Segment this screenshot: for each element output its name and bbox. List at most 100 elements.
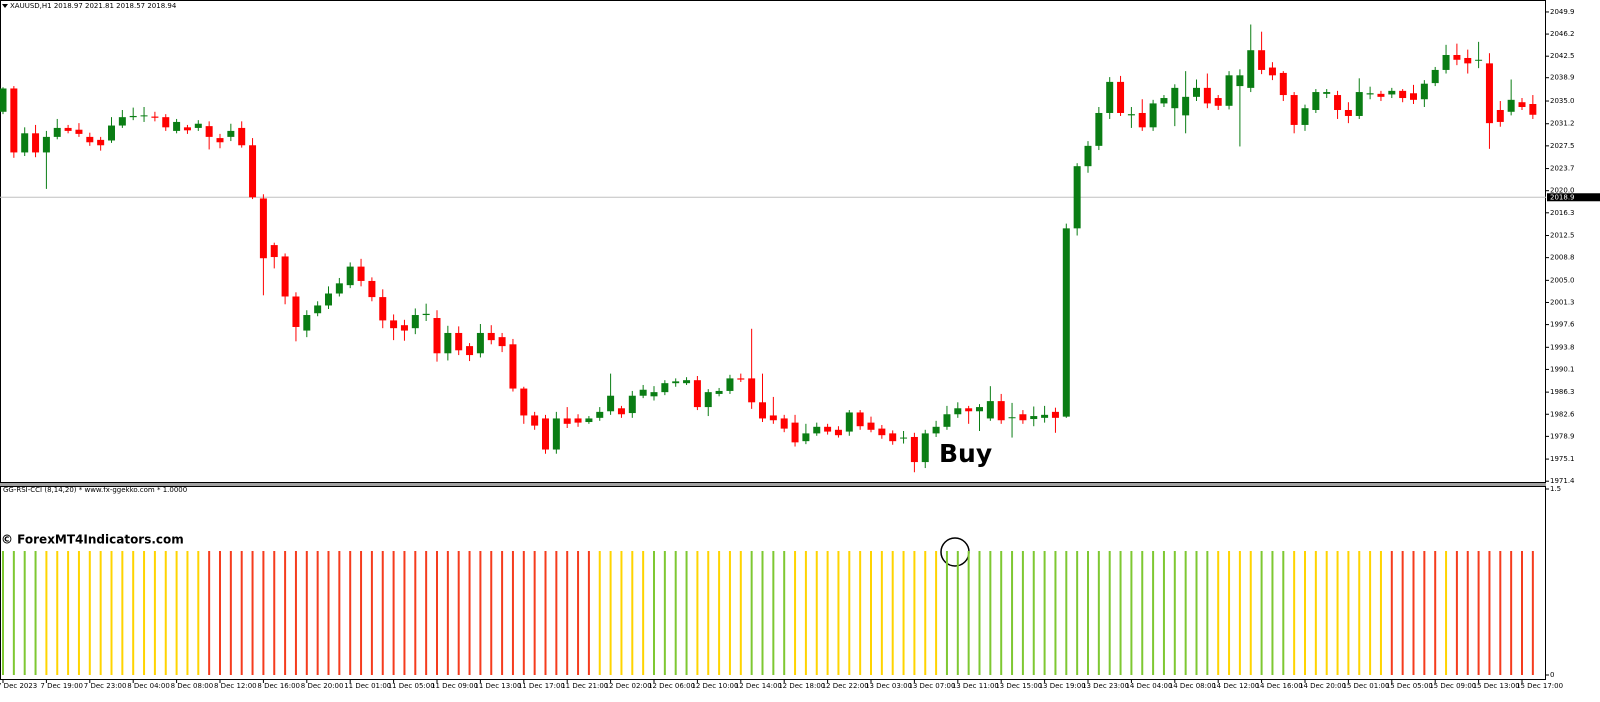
- candle-body: [21, 133, 29, 153]
- candle-body: [813, 426, 821, 434]
- indicator-bar: [1358, 551, 1361, 675]
- indicator-bar: [1531, 551, 1534, 675]
- candle-body: [1507, 99, 1515, 112]
- x-tick-label: 15 Dec 13:00: [1473, 682, 1520, 690]
- x-tick-label: 7 Dec 2023: [0, 682, 37, 690]
- candle-body: [1431, 69, 1439, 84]
- candle-body: [683, 380, 691, 384]
- candle-body: [259, 198, 267, 259]
- candle-body: [878, 428, 886, 436]
- indicator-bar: [815, 551, 818, 675]
- candle-body: [42, 136, 50, 153]
- candle-body: [1344, 109, 1352, 116]
- indicator-bar: [848, 551, 851, 675]
- indicator-bar: [1032, 551, 1035, 675]
- x-tick-label: 11 Dec 05:00: [388, 682, 435, 690]
- x-tick-label: 15 Dec 09:00: [1429, 682, 1476, 690]
- indicator-bar: [1184, 551, 1187, 675]
- indicator-bar: [978, 551, 981, 675]
- y-tick-label: 2027.5: [1550, 142, 1575, 150]
- price-label: 2018.9: [1550, 193, 1575, 201]
- candle-body: [411, 315, 419, 329]
- indicator-bar: [772, 551, 775, 675]
- indicator-bar: [1521, 551, 1523, 675]
- candle-body: [704, 392, 712, 408]
- candle-body: [900, 437, 908, 439]
- candle-body: [444, 332, 452, 354]
- indicator-bar: [110, 551, 113, 675]
- indicator-bar: [1195, 551, 1198, 675]
- indicator-bar: [511, 551, 514, 675]
- candle-body: [390, 320, 398, 329]
- indicator-bar: [121, 551, 124, 675]
- x-tick-label: 11 Dec 09:00: [431, 682, 478, 690]
- indicator-bar: [425, 551, 428, 675]
- candle-body: [422, 313, 430, 316]
- indicator-bar: [143, 551, 146, 675]
- indicator-bar: [956, 551, 959, 675]
- x-tick-label: 11 Dec 17:00: [518, 682, 565, 690]
- indicator-bar: [1412, 551, 1415, 675]
- indicator-bar: [1369, 551, 1372, 675]
- candle-body: [238, 127, 246, 146]
- candle-body: [509, 344, 517, 389]
- indicator-bar: [1076, 551, 1079, 675]
- candle-body: [129, 115, 137, 118]
- indicator-bar: [1510, 551, 1513, 675]
- indicator-bar: [1119, 551, 1122, 675]
- candle-body: [531, 415, 539, 426]
- indicator-bar: [642, 551, 645, 675]
- x-tick-label: 12 Dec 02:00: [605, 682, 652, 690]
- indicator-bar: [132, 551, 135, 675]
- indicator-bar: [1466, 551, 1469, 675]
- x-tick-label: 13 Dec 07:00: [908, 682, 955, 690]
- candle-body: [1008, 417, 1016, 419]
- indicator-bar: [457, 551, 460, 675]
- x-tick-label: 12 Dec 18:00: [778, 682, 825, 690]
- candle-body: [780, 418, 788, 429]
- indicator-bar: [1097, 551, 1100, 675]
- candle-body: [563, 418, 571, 424]
- candle-body: [1073, 166, 1081, 229]
- x-tick-label: 14 Dec 04:00: [1125, 682, 1172, 690]
- indicator-bar: [674, 551, 677, 675]
- candle-body: [1214, 98, 1222, 106]
- candle-body: [1182, 96, 1190, 116]
- indicator-bar: [305, 551, 308, 675]
- indicator-bar: [870, 551, 872, 675]
- candle-body: [151, 116, 159, 118]
- candle-body: [1095, 112, 1103, 146]
- candle-body: [1377, 93, 1385, 97]
- y-tick-label: 2031.2: [1550, 120, 1575, 128]
- indicator-bar: [164, 551, 167, 675]
- indicator-bar: [609, 551, 612, 675]
- x-tick-label: 14 Dec 08:00: [1169, 682, 1216, 690]
- candle-body: [1160, 98, 1168, 104]
- candle-body: [1117, 81, 1125, 113]
- y-tick-label: 1986.3: [1550, 388, 1575, 396]
- candle-body: [346, 266, 354, 286]
- indicator-bar: [1434, 551, 1437, 675]
- candle-body: [1518, 102, 1526, 108]
- candle-body: [997, 401, 1005, 421]
- candle-body: [1225, 75, 1233, 106]
- y-tick-label: 2008.8: [1550, 254, 1575, 262]
- indicator-bar: [696, 551, 699, 675]
- indicator-bar: [533, 551, 536, 675]
- candle-body: [281, 256, 289, 297]
- indicator-bar: [1173, 551, 1176, 675]
- indicator-bar: [414, 551, 417, 675]
- candle-body: [542, 418, 549, 450]
- candle-body: [1127, 114, 1135, 116]
- indicator-bar: [501, 551, 504, 675]
- candle-body: [1323, 92, 1331, 94]
- candle-body: [1171, 87, 1179, 109]
- indicator-bar: [728, 551, 731, 675]
- candle-body: [834, 429, 842, 436]
- indicator-bar: [837, 551, 840, 675]
- x-tick-label: 11 Dec 13:00: [474, 682, 521, 690]
- indicator-bar: [750, 551, 753, 675]
- x-tick-label: 13 Dec 23:00: [1082, 682, 1129, 690]
- indicator-bar: [1249, 551, 1252, 675]
- indicator-bar: [663, 551, 666, 675]
